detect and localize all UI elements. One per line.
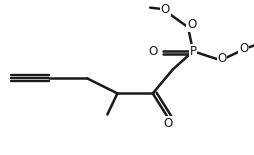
Text: O: O [186, 18, 196, 31]
Text: P: P [189, 45, 196, 58]
Text: O: O [217, 52, 226, 64]
Text: O: O [160, 3, 169, 16]
Text: O: O [163, 117, 172, 130]
Text: O: O [148, 45, 157, 58]
Text: O: O [238, 42, 247, 55]
